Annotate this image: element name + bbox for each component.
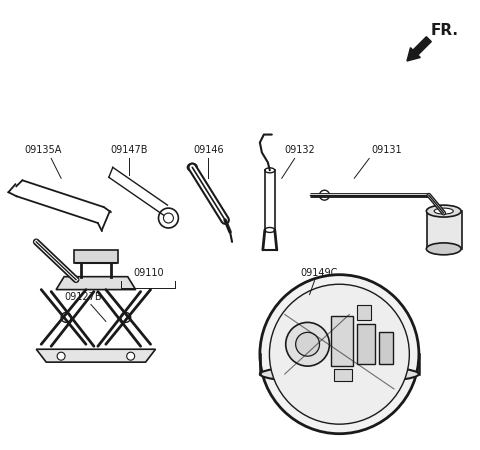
FancyArrow shape — [407, 37, 432, 61]
Ellipse shape — [265, 168, 275, 173]
Ellipse shape — [265, 228, 275, 233]
Bar — [427, 211, 462, 249]
Text: 09146: 09146 — [193, 145, 224, 155]
Ellipse shape — [434, 208, 453, 214]
Bar — [357, 305, 371, 320]
Text: 09110: 09110 — [133, 268, 164, 278]
Text: FR.: FR. — [431, 23, 459, 38]
Circle shape — [260, 274, 419, 434]
Circle shape — [286, 322, 329, 366]
Text: 09127B: 09127B — [64, 292, 102, 302]
Polygon shape — [36, 349, 156, 362]
Text: 09147B: 09147B — [110, 145, 147, 155]
Circle shape — [296, 333, 320, 356]
Bar — [379, 333, 393, 364]
Circle shape — [121, 312, 131, 322]
Ellipse shape — [260, 365, 419, 383]
Circle shape — [57, 352, 65, 360]
Bar — [335, 369, 352, 381]
Bar — [357, 324, 375, 364]
Text: 09149C: 09149C — [301, 268, 338, 278]
Circle shape — [320, 190, 329, 200]
Polygon shape — [56, 277, 136, 290]
Circle shape — [127, 352, 135, 360]
Circle shape — [61, 312, 71, 322]
Bar — [74, 250, 118, 263]
Ellipse shape — [426, 205, 461, 217]
Bar — [329, 372, 349, 388]
Bar — [331, 316, 353, 366]
Ellipse shape — [187, 163, 197, 171]
Text: 09132: 09132 — [284, 145, 315, 155]
Text: 09135A: 09135A — [24, 145, 62, 155]
Text: 09131: 09131 — [372, 145, 402, 155]
Circle shape — [158, 208, 179, 228]
Ellipse shape — [426, 243, 461, 255]
Circle shape — [269, 284, 409, 424]
Bar — [374, 372, 394, 388]
Bar — [285, 372, 305, 388]
